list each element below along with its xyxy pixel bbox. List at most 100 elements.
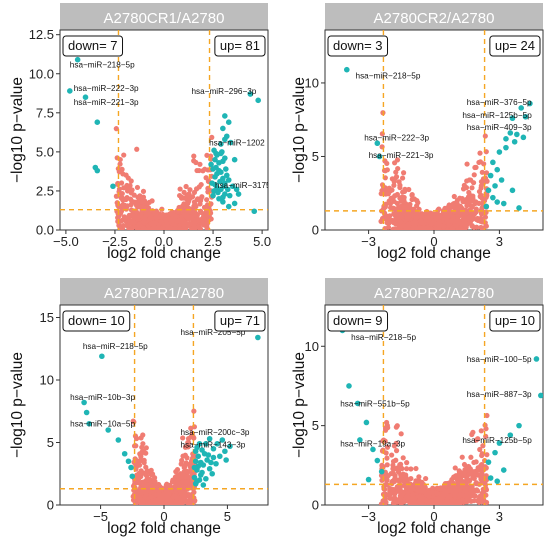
ns-point bbox=[409, 192, 415, 198]
y-tick-label: 0.0 bbox=[36, 223, 54, 238]
point-annotation: hsa−miR−222−3p bbox=[74, 84, 139, 93]
sig-point-up bbox=[509, 115, 516, 122]
ns-point bbox=[457, 476, 463, 482]
ns-point bbox=[413, 465, 419, 472]
sig-point-up bbox=[485, 187, 492, 194]
ns-point bbox=[153, 497, 160, 504]
ns-point bbox=[191, 189, 198, 196]
sig-point-up bbox=[199, 469, 205, 476]
ns-point bbox=[187, 195, 193, 201]
ns-point bbox=[404, 460, 410, 466]
ns-point bbox=[141, 204, 147, 210]
ns-point bbox=[138, 435, 144, 441]
y-tick-label: 5 bbox=[312, 149, 319, 164]
sig-point-down bbox=[67, 88, 73, 94]
sig-point-down bbox=[81, 399, 87, 406]
point-annotation: hsa−miR−222−3p bbox=[364, 133, 429, 142]
ns-point bbox=[404, 494, 410, 500]
ns-point bbox=[464, 196, 470, 203]
ns-point bbox=[469, 484, 475, 490]
ns-point bbox=[435, 486, 441, 492]
ns-point bbox=[196, 167, 202, 174]
ns-point bbox=[477, 446, 483, 453]
ns-point bbox=[413, 215, 419, 221]
sig-point-up bbox=[233, 186, 240, 193]
ns-point bbox=[148, 494, 154, 500]
ns-point bbox=[384, 422, 390, 429]
ns-point bbox=[158, 500, 165, 505]
ns-point bbox=[383, 492, 389, 498]
up-count-box bbox=[214, 35, 266, 57]
ns-point bbox=[187, 187, 193, 193]
sig-point-up bbox=[231, 156, 238, 163]
sig-point-down bbox=[128, 464, 134, 471]
ns-point bbox=[461, 498, 467, 504]
y-tick-label: 10 bbox=[305, 339, 319, 354]
ns-point bbox=[175, 479, 181, 485]
ns-point bbox=[397, 182, 403, 188]
ns-point bbox=[142, 215, 148, 221]
ns-point bbox=[180, 435, 186, 441]
ns-point bbox=[393, 448, 400, 454]
up-count: up= 81 bbox=[220, 38, 260, 53]
ns-point bbox=[193, 159, 199, 166]
ns-point bbox=[464, 161, 470, 167]
ns-point bbox=[468, 493, 474, 499]
ns-point bbox=[484, 452, 490, 458]
ns-point bbox=[124, 188, 131, 194]
y-axis-label: −log10 p−value bbox=[291, 352, 308, 458]
ns-point bbox=[178, 499, 184, 505]
sig-point-down bbox=[357, 437, 363, 443]
ns-point bbox=[192, 201, 198, 207]
ns-point bbox=[393, 174, 400, 180]
sig-point-up bbox=[222, 136, 228, 143]
panel-a2780pr1: A2780PR1/A2780 hsa−miR−218−5p hsa−miR−205−… bbox=[9, 278, 269, 537]
sig-point-up bbox=[227, 443, 233, 450]
ns-point bbox=[388, 205, 394, 211]
point-annotation: hsa−miR−205−5p bbox=[180, 328, 245, 337]
strip-header bbox=[325, 3, 543, 30]
down-count-box bbox=[327, 35, 389, 57]
sig-point-up bbox=[503, 136, 509, 142]
ns-point bbox=[467, 207, 473, 213]
ns-point bbox=[184, 461, 190, 467]
ns-point bbox=[171, 217, 177, 223]
plot-area bbox=[324, 29, 544, 231]
sig-point-up bbox=[492, 449, 498, 456]
ns-point bbox=[194, 197, 200, 203]
ns-point bbox=[480, 498, 486, 505]
y-tick-label: 10 bbox=[305, 75, 319, 90]
sig-point-up bbox=[210, 166, 216, 172]
sig-point-up bbox=[507, 432, 514, 438]
x-tick-label: −3 bbox=[361, 509, 376, 524]
ns-point bbox=[458, 226, 464, 230]
ns-point bbox=[134, 184, 141, 191]
y-tick-label: 5 bbox=[47, 435, 54, 450]
ns-point bbox=[197, 201, 203, 207]
ns-point bbox=[198, 209, 204, 215]
ns-point bbox=[395, 213, 402, 220]
ns-point bbox=[401, 204, 407, 210]
sig-point-down bbox=[344, 66, 350, 73]
ns-point bbox=[144, 476, 150, 483]
x-tick-label: 0 bbox=[430, 234, 437, 249]
ns-point bbox=[113, 126, 119, 132]
sig-point-up bbox=[206, 435, 213, 442]
sig-point-up bbox=[494, 478, 501, 484]
point-annotation: hsa−miR−218−5p bbox=[83, 342, 148, 351]
ns-point bbox=[384, 462, 390, 468]
ns-point bbox=[160, 226, 166, 230]
ns-point bbox=[177, 217, 183, 223]
ns-point bbox=[461, 182, 467, 188]
ns-point bbox=[391, 182, 397, 188]
sig-point-down bbox=[363, 419, 370, 426]
sig-point-up bbox=[500, 467, 507, 473]
sig-point-up bbox=[255, 97, 261, 104]
ns-point bbox=[400, 455, 406, 461]
point-annotation: hsa−miR−376−5p bbox=[467, 98, 532, 107]
ns-point bbox=[199, 194, 205, 200]
sig-point-down bbox=[125, 458, 132, 465]
sig-point-up bbox=[220, 158, 226, 165]
sig-point-up bbox=[516, 422, 522, 429]
